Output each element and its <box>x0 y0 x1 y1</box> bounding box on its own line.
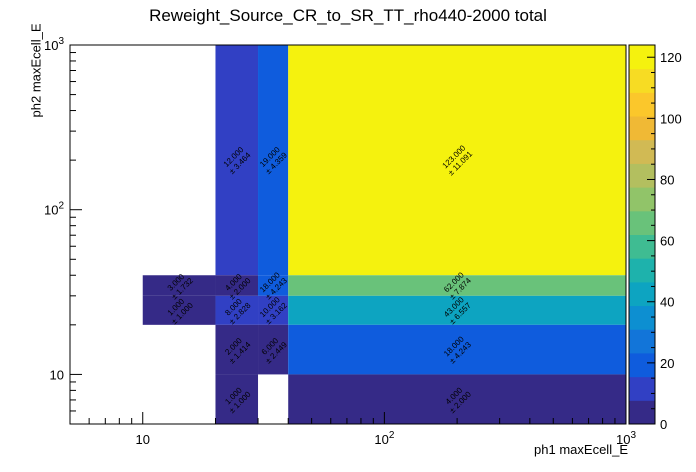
colorbar-tick-label: 60 <box>660 234 674 249</box>
colorbar-tick-label: 80 <box>660 172 674 187</box>
colorbar-frame <box>628 44 656 425</box>
colorbar-segment <box>629 281 655 307</box>
heatmap-cell <box>215 324 259 375</box>
heatmap-cell <box>258 295 289 325</box>
heatmap-cell <box>142 275 216 296</box>
plot-frame <box>69 44 627 425</box>
x-tick-label: 103 <box>616 430 636 447</box>
heatmap-cell <box>258 324 289 375</box>
heatmap-cell <box>288 295 626 325</box>
y-tick-label: 103 <box>44 36 64 53</box>
y-axis-title: ph2 maxEcell_E <box>28 23 44 118</box>
y-tick-label: 10 <box>50 367 64 382</box>
heatmap-cell <box>288 275 626 296</box>
heatmap-cell <box>288 374 626 424</box>
colorbar-tick-label: 120 <box>660 50 682 65</box>
x-tick-label: 10 <box>136 432 150 447</box>
heatmap-cell <box>215 295 259 325</box>
colorbar-segment <box>629 116 655 141</box>
heatmap-cell <box>258 45 289 276</box>
chart-title: Reweight_Source_CR_to_SR_TT_rho440-2000 … <box>149 6 547 25</box>
colorbar-segment <box>629 68 655 93</box>
colorbar-segment <box>629 210 655 235</box>
colorbar-segment <box>629 258 655 283</box>
colorbar-segment <box>629 400 655 425</box>
heatmap-cell <box>215 374 259 424</box>
heatmap-cell <box>288 324 626 375</box>
heatmap-cell <box>258 275 289 296</box>
colorbar-segment <box>629 187 655 212</box>
colorbar-segment <box>629 234 655 259</box>
colorbar-segment <box>629 163 655 188</box>
colorbar-segment <box>629 352 655 378</box>
heatmap-cell <box>288 45 626 276</box>
colorbar-tick-label: 40 <box>660 295 674 310</box>
colorbar-segment <box>629 376 655 401</box>
heatmap-cell <box>142 295 216 325</box>
colorbar-segment <box>629 329 655 354</box>
colorbar-segment <box>629 305 655 330</box>
colorbar-segment <box>629 92 655 117</box>
colorbar-tick-label: 0 <box>660 417 667 432</box>
x-tick-label: 102 <box>374 430 394 447</box>
heatmap-cell <box>215 275 259 296</box>
x-axis-title: ph1 maxEcell_E <box>534 442 628 457</box>
colorbar-tick-label: 20 <box>660 356 674 371</box>
colorbar-segment <box>629 139 655 164</box>
colorbar-tick-label: 100 <box>660 111 682 126</box>
heatmap-cell <box>215 45 259 276</box>
y-tick-label: 102 <box>44 201 64 218</box>
